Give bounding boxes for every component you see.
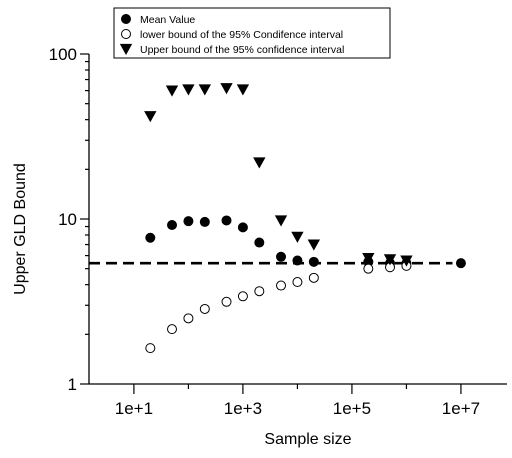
data-point [237,222,248,233]
data-point [183,313,194,324]
data-point [276,280,287,291]
legend: Mean Value lower bound of the 95% Condife… [113,7,391,59]
data-point [221,296,232,307]
plot-area [89,83,466,354]
legend-marker [119,43,133,56]
data-point [144,111,157,123]
data-point [383,254,397,266]
x-tick-label: 1e+7 [442,399,480,418]
data-point [254,286,265,297]
data-point [254,237,265,248]
data-point [220,83,233,95]
data-point [308,272,319,283]
data-point [167,219,178,230]
data-point [362,252,375,265]
data-point [274,215,288,227]
data-point [221,215,232,226]
legend-label: Mean Value [140,14,195,26]
data-point [307,239,321,251]
axes: 1 10 100 1e+1 1e+3 1e+5 1e+7 Sample size Upper G… [12,45,507,448]
legend-label: Upper bound of the 95% confidence interv… [140,44,344,56]
data-point [199,303,210,314]
x-tick-label: 1e+3 [224,399,262,418]
data-point [292,277,303,288]
legend-marker [121,29,131,39]
data-point [165,85,179,97]
data-point [253,157,266,169]
data-point [455,258,466,269]
data-point [363,263,374,274]
y-axis-title: Upper GLD Bound [12,163,29,295]
y-tick-label: 100 [49,45,77,64]
data-point [145,343,156,354]
legend-label: lower bound of the 95% Condifence interv… [140,29,343,41]
data-point [167,324,178,335]
data-point [292,255,303,266]
data-point [237,291,248,302]
y-tick-label: 1 [68,375,77,394]
data-point [291,231,304,243]
y-tick-label: 10 [58,210,77,229]
legend-marker [121,14,131,24]
data-point [183,216,194,227]
series-1 [145,215,466,269]
data-point [236,84,250,96]
data-point [308,256,319,267]
data-point [400,255,413,267]
data-point [145,232,156,243]
x-axis-title: Sample size [264,431,351,448]
legend-box [113,7,391,59]
data-point [199,216,210,227]
data-point [198,84,211,96]
series-3 [144,83,413,267]
x-tick-label: 1e+1 [115,399,153,418]
x-tick-label: 1e+5 [333,399,371,418]
series-2 [145,260,412,354]
data-point [276,251,287,262]
data-point [182,84,195,96]
